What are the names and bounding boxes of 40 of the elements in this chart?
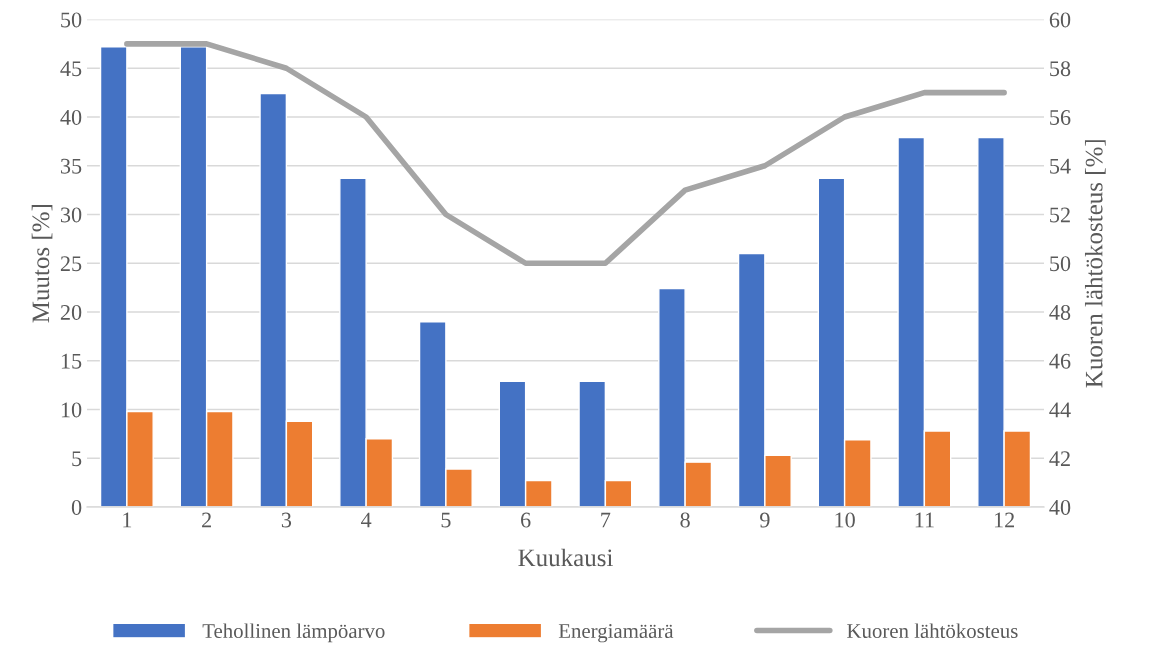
y2-tick-label: 52 bbox=[1050, 207, 1070, 223]
y2-tick-label: 50 bbox=[1050, 256, 1071, 272]
y-tick-label: 0 bbox=[71, 499, 82, 515]
y-axis-title: Muutos [%] bbox=[31, 205, 53, 323]
x-axis-title: Kuukausi bbox=[518, 548, 613, 567]
y-tick-label: 10 bbox=[61, 402, 82, 418]
y2-tick-label: 58 bbox=[1050, 61, 1071, 77]
x-tick-label: 3 bbox=[281, 512, 292, 528]
y2-axis-title: Kuoren lähtökosteus [%] bbox=[1084, 140, 1106, 388]
y2-tick-label: 42 bbox=[1049, 451, 1070, 466]
y2-tick-label: 46 bbox=[1049, 353, 1071, 369]
y2-tick-label: 54 bbox=[1050, 158, 1071, 174]
legend-label: Tehollinen lämpöarvo bbox=[202, 623, 385, 643]
x-tick-label: 5 bbox=[441, 512, 451, 528]
y-tick-label: 40 bbox=[60, 109, 82, 125]
y-tick-label: 45 bbox=[60, 61, 82, 77]
x-tick-label: 10 bbox=[835, 512, 855, 528]
x-tick-label: 1 bbox=[123, 512, 132, 528]
y2-tick-label: 44 bbox=[1049, 402, 1071, 418]
legend-label: Kuoren lähtökosteus bbox=[847, 623, 1018, 639]
x-tick-label: 12 bbox=[994, 512, 1015, 528]
y-tick-label: 50 bbox=[61, 12, 82, 28]
y2-tick-label: 40 bbox=[1049, 499, 1071, 515]
y2-tick-label: 60 bbox=[1049, 12, 1071, 28]
y-tick-label: 15 bbox=[61, 353, 82, 369]
y2-tick-label: 56 bbox=[1050, 109, 1071, 125]
y2-tick-label: 48 bbox=[1049, 304, 1071, 320]
y-tick-label: 30 bbox=[60, 207, 82, 223]
y-tick-label: 35 bbox=[60, 158, 82, 174]
x-tick-label: 11 bbox=[915, 512, 934, 528]
y-tick-label: 25 bbox=[60, 256, 82, 272]
x-tick-label: 2 bbox=[202, 512, 211, 528]
y-tick-label: 5 bbox=[72, 451, 82, 467]
y-tick-label: 20 bbox=[60, 304, 82, 320]
x-tick-label: 6 bbox=[521, 512, 531, 528]
legend-label: Energiamäärä bbox=[558, 624, 674, 643]
x-tick-label: 4 bbox=[361, 512, 372, 528]
x-tick-label: 8 bbox=[680, 512, 690, 528]
x-tick-label: 9 bbox=[760, 512, 770, 528]
x-tick-label: 7 bbox=[601, 512, 611, 528]
